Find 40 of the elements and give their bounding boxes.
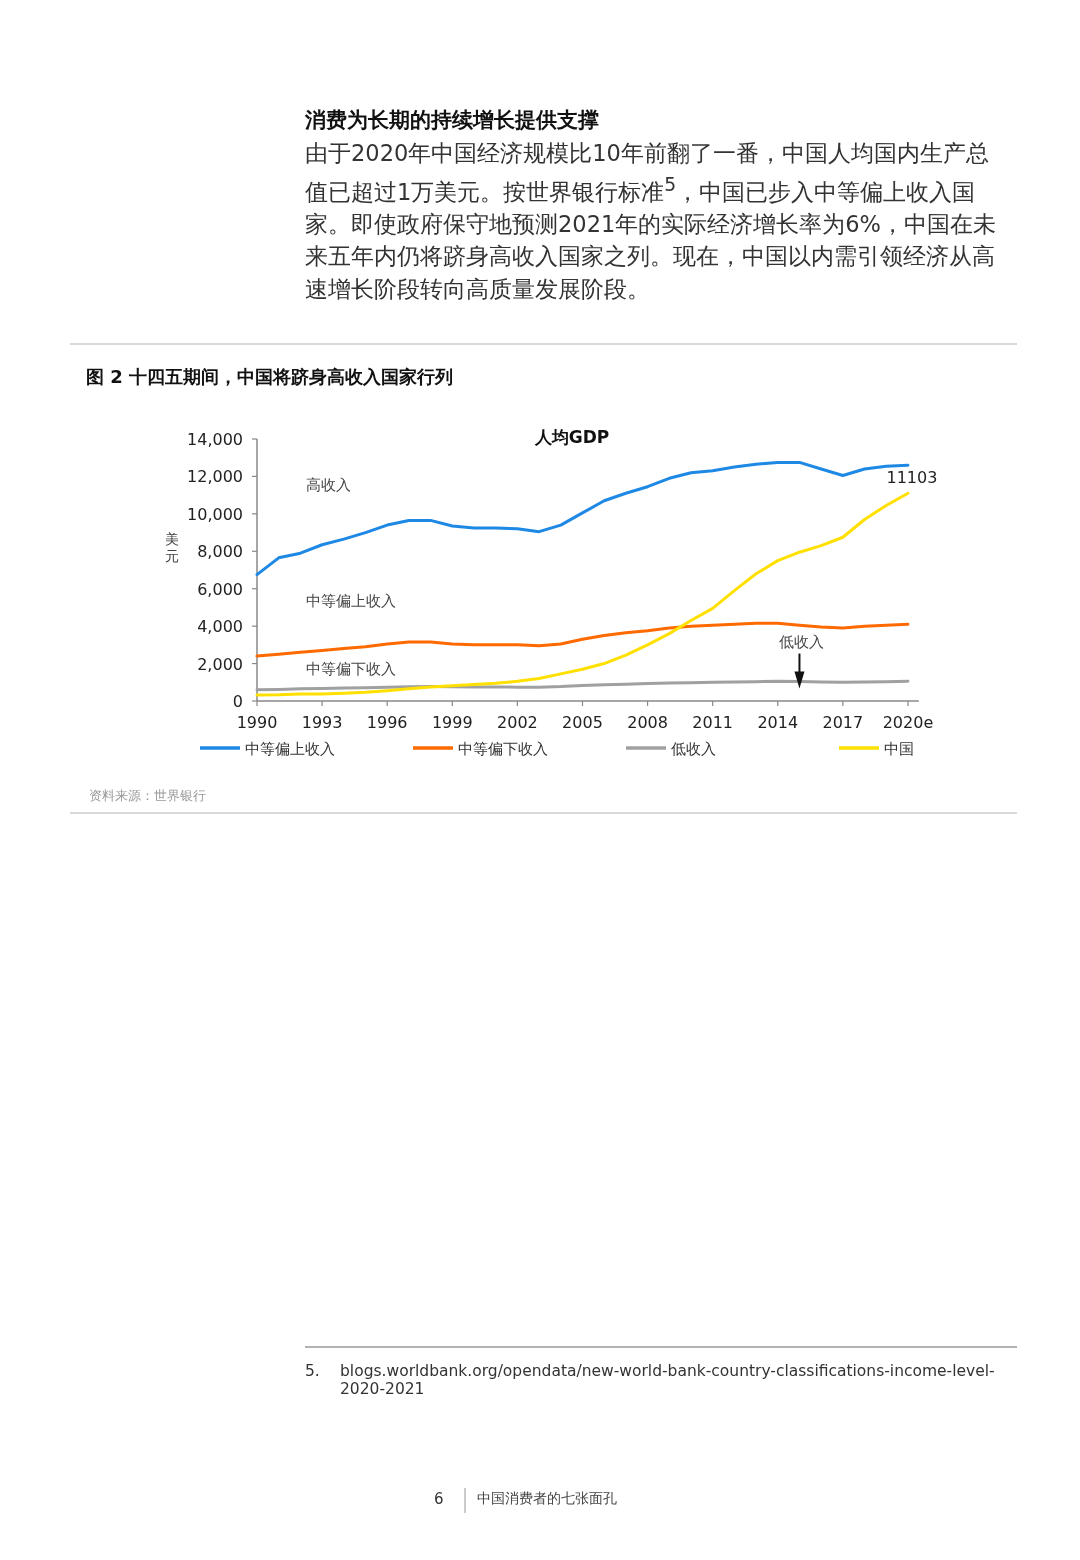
text: 5. xyxy=(305,1362,320,1380)
y-tick-label: 8,000 xyxy=(197,542,243,562)
annotation: 高收入 xyxy=(306,476,351,495)
y-tick-label: 6,000 xyxy=(197,579,243,599)
x-tick-label: 2011 xyxy=(692,713,734,732)
line-series xyxy=(255,621,910,658)
text: blogs.worldbank.org/opendata/new-world-bank-country-classifications-income-level-2020-2021 xyxy=(340,1362,996,1398)
x-tick-label: 1996 xyxy=(366,713,408,732)
text: 中国消费者的七张面孔 xyxy=(477,1490,617,1508)
x-tick-label: 2014 xyxy=(757,713,799,732)
text: 资料来源：世界银行 xyxy=(89,787,206,805)
legend-label: 低收入 xyxy=(671,740,716,758)
text: 6 xyxy=(434,1490,444,1508)
chart-subtitle: 人均GDP xyxy=(533,427,610,447)
legend-label: 中等偏下收入 xyxy=(458,740,548,758)
y-tick-label: 2,000 xyxy=(197,654,243,674)
x-tick-label: 2002 xyxy=(497,713,538,732)
legend-label: 中国 xyxy=(884,740,914,758)
y-tick-label: 12,000 xyxy=(187,467,243,487)
y-tick-label: 14,000 xyxy=(187,430,243,449)
legend-label: 中等偏上收入 xyxy=(245,740,335,758)
x-tick-label: 2008 xyxy=(627,713,668,732)
y-tick-label: 10,000 xyxy=(187,504,243,524)
y-tick-label: 0 xyxy=(232,692,243,711)
text: 由于2020年中国经济规模比10年前翻了一番，中国人均国内生产总值已超过1万美元。按世界银行标准$^{5}$，中国已步入中等偏上收入国家。即使政府保守地预测2021年的实际经济增长率为6%，中国在未来五年内仍将跻身高收入国家之列。现在，中国以内需引领经济从高速增长阶段转向高质量发展阶段。 xyxy=(305,139,997,304)
x-tick-label: 2017 xyxy=(822,713,864,732)
annotation: 中等偏下收入 xyxy=(306,660,396,679)
annotation: 中等偏上收入 xyxy=(306,592,396,611)
line-series xyxy=(255,491,910,697)
y-tick-label: 4,000 xyxy=(197,617,243,637)
x-tick-label: 2005 xyxy=(562,713,603,732)
data-label: 11103 xyxy=(886,468,938,488)
x-tick-label: 1990 xyxy=(236,713,278,732)
chart-title: 图 2 十四五期间，中国将跻身高收入国家行列 xyxy=(86,366,454,387)
x-tick-label: 1999 xyxy=(431,713,473,732)
text: 消费为长期的持续增长提供支撑 xyxy=(305,107,600,134)
y-axis-title: 美元 xyxy=(165,531,179,564)
annotation: 低收入 xyxy=(778,632,824,651)
x-tick-label: 2020e xyxy=(882,713,934,732)
x-tick-label: 1993 xyxy=(301,713,343,732)
